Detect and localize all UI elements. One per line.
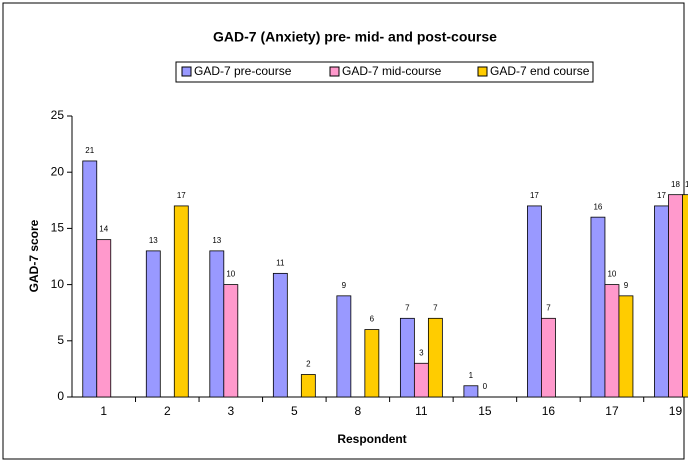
y-tick-label: 15: [51, 221, 65, 235]
value-label: 7: [405, 303, 410, 312]
bar: [209, 250, 225, 398]
value-label: 1: [469, 371, 474, 380]
x-tick-label: 5: [291, 404, 298, 418]
value-label: 7: [433, 303, 438, 312]
value-label: 11: [276, 258, 285, 267]
legend-label: GAD-7 mid-course: [342, 64, 442, 78]
value-label: 17: [177, 191, 186, 200]
x-tick-label: 19: [669, 404, 683, 418]
bar: [145, 250, 161, 398]
value-label: 2: [306, 360, 311, 369]
y-tick-label: 20: [51, 164, 65, 178]
value-label: 9: [624, 281, 629, 290]
bar: [300, 374, 316, 398]
bar: [527, 205, 542, 398]
y-axis-title: GAD-7 score: [27, 219, 41, 292]
bar: [463, 385, 479, 398]
value-label: 16: [593, 202, 602, 211]
y-tick-label: 25: [51, 108, 65, 122]
x-tick-label: 8: [355, 404, 362, 418]
value-label: 14: [99, 225, 108, 234]
bar: [604, 284, 620, 398]
value-label: 6: [370, 315, 375, 324]
value-label: 7: [546, 303, 551, 312]
value-label: 10: [607, 270, 616, 279]
value-label: 17: [530, 191, 539, 200]
value-label: 9: [342, 281, 347, 290]
bar: [654, 205, 669, 398]
bar: [590, 216, 606, 398]
x-axis-title: Respondent: [337, 432, 406, 446]
value-label: 13: [149, 236, 158, 245]
value-label: 21: [85, 146, 94, 155]
bar: [82, 160, 98, 398]
bar: [96, 239, 112, 398]
x-tick-label: 16: [542, 404, 556, 418]
value-label: 3: [419, 348, 424, 357]
bar: [668, 194, 683, 398]
bar: [618, 295, 634, 398]
value-label: 0: [483, 382, 488, 391]
bar: [173, 205, 189, 398]
legend-label: GAD-7 end course: [490, 64, 590, 78]
legend-swatch: [329, 66, 340, 77]
bar: [336, 295, 352, 398]
legend-swatch: [181, 66, 192, 77]
y-tick-label: 5: [57, 333, 64, 347]
x-tick-label: 2: [164, 404, 171, 418]
value-label: 17: [657, 191, 666, 200]
bar: [364, 329, 380, 398]
bar: [427, 317, 443, 398]
bar: [399, 317, 415, 398]
bar: [272, 272, 288, 398]
legend-swatch: [477, 66, 488, 77]
x-tick-label: 1: [100, 404, 107, 418]
legend-box: [175, 61, 594, 83]
x-tick-label: 15: [478, 404, 492, 418]
y-tick-label: 10: [51, 277, 65, 291]
bar: [413, 362, 429, 398]
value-label: 10: [226, 270, 235, 279]
value-label: 18: [685, 180, 688, 189]
bar: [541, 317, 556, 398]
bar: [682, 194, 688, 398]
bar: [223, 284, 239, 398]
x-tick-label: 17: [605, 404, 619, 418]
legend-label: GAD-7 pre-course: [194, 64, 292, 78]
value-label: 18: [671, 180, 680, 189]
x-tick-label: 11: [415, 404, 428, 418]
x-tick-label: 3: [227, 404, 234, 418]
chart-title: GAD-7 (Anxiety) pre- mid- and post-cours…: [213, 29, 497, 45]
value-label: 13: [212, 236, 221, 245]
y-tick-label: 0: [57, 389, 64, 403]
